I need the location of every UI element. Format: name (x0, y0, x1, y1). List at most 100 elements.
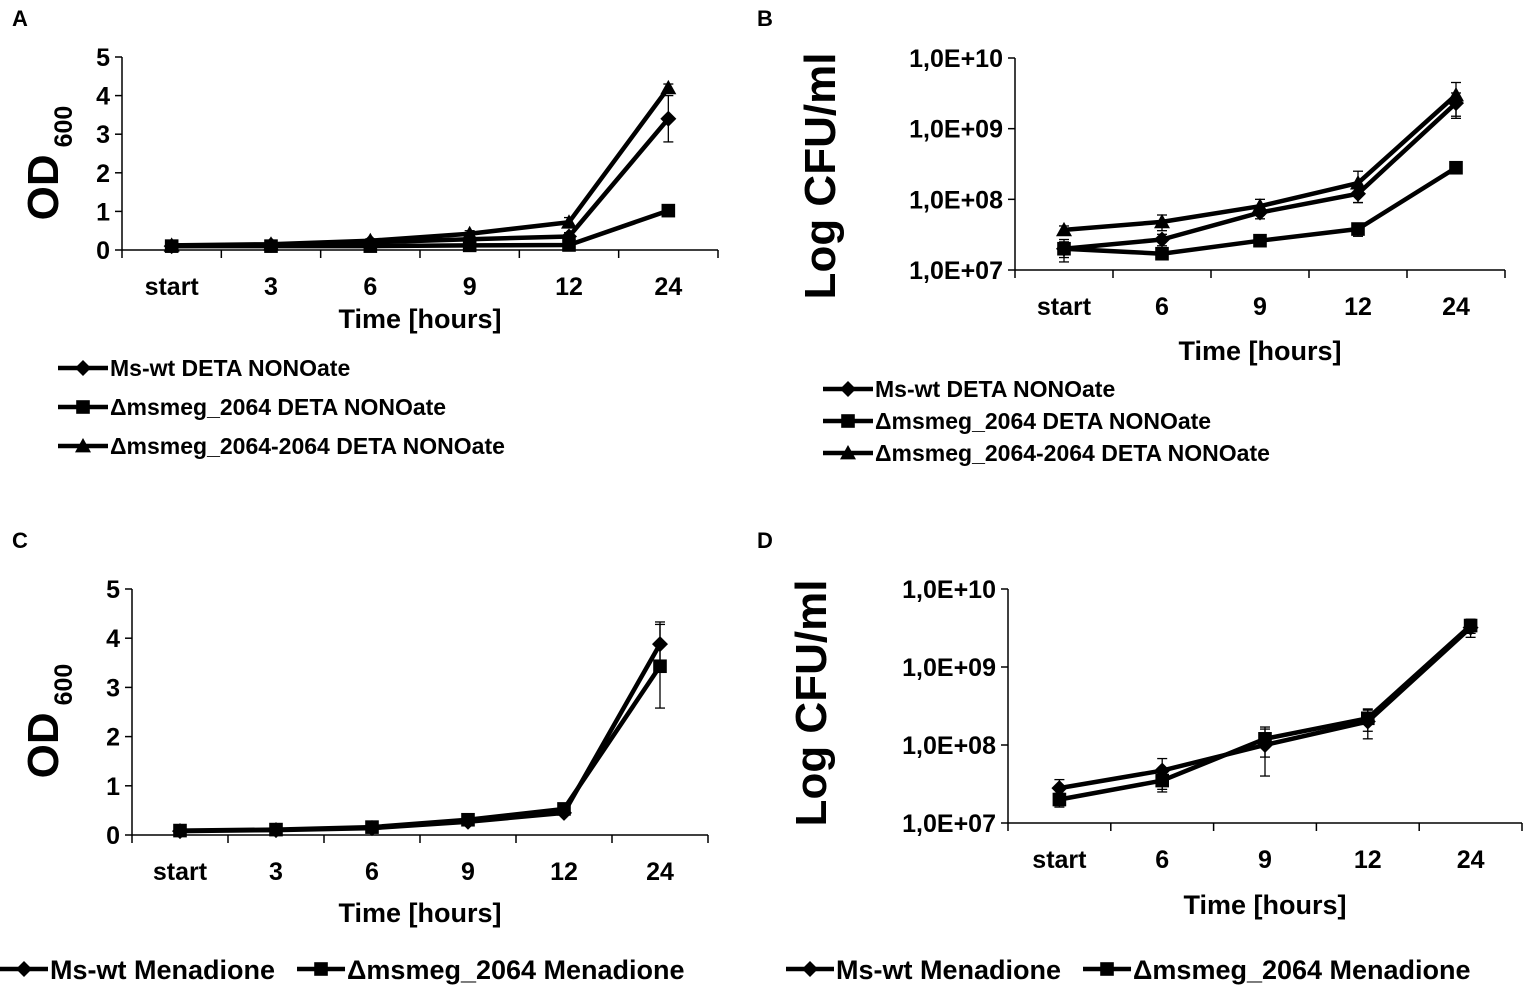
series-0 (172, 621, 668, 840)
series-line (179, 642, 662, 834)
y-tick-label: 3 (106, 674, 120, 702)
legend: Ms-wt DETA NONOate Δmsmeg_2064 DETA NONOa… (823, 376, 1270, 466)
y-tick-label: 4 (96, 83, 110, 111)
data-point (1052, 792, 1067, 807)
legend-marker (841, 414, 855, 428)
y-tick-label: 1,0E+07 (909, 257, 1003, 285)
data-point (1258, 732, 1272, 746)
x-tick-label: 24 (654, 273, 682, 301)
series-0 (1056, 92, 1464, 259)
y-tick-label: 5 (106, 576, 120, 604)
y-axis-title: Log CFU/ml (796, 53, 845, 300)
x-tick-label: 6 (1155, 846, 1169, 874)
legend-label: Ms-wt Menadione (50, 955, 275, 985)
series-line (179, 664, 662, 833)
x-tick-label: 3 (269, 858, 283, 886)
data-point (461, 812, 475, 827)
data-point (163, 237, 180, 252)
data-point (1463, 618, 1478, 633)
x-tick-label: start (1037, 293, 1092, 321)
legend-label: Ms-wt DETA NONOate (110, 355, 350, 381)
data-point (1361, 711, 1375, 726)
data-point (660, 110, 677, 127)
x-tick-label: 6 (363, 273, 377, 301)
data-point (1154, 231, 1170, 248)
series-1 (1057, 160, 1463, 263)
x-tick-label: 6 (365, 858, 379, 886)
series-line (171, 86, 671, 248)
data-point (461, 225, 478, 241)
data-point (1351, 222, 1365, 236)
legend-marker (314, 962, 328, 976)
y-axis-title: OD 600 (19, 106, 78, 221)
data-point (1448, 86, 1464, 102)
x-tick-label: 12 (1354, 846, 1382, 874)
panel-letter: A (12, 6, 28, 31)
y-tick-label: 1 (96, 198, 110, 226)
series-1 (1052, 618, 1478, 808)
y-tick-label: 4 (106, 625, 120, 653)
data-point (269, 822, 283, 837)
data-point (1154, 213, 1170, 229)
y-axis-title-main: Log CFU/ml (796, 53, 845, 300)
y-tick-label: 1,0E+10 (909, 45, 1003, 73)
panel-letter: D (757, 528, 773, 553)
y-axis-title-main: OD (19, 154, 68, 220)
data-point (263, 236, 279, 251)
x-tick-label: 24 (1442, 293, 1470, 321)
x-tick-label: 3 (264, 273, 278, 301)
data-point (1051, 780, 1068, 797)
data-point (362, 232, 379, 248)
y-tick-label: 1,0E+08 (909, 186, 1003, 214)
legend-label: Ms-wt Menadione (836, 955, 1061, 985)
x-tick-label: 6 (1155, 293, 1169, 321)
legend-label: Δmsmeg_2064-2064 DETA NONOate (110, 433, 505, 459)
x-tick-label: 9 (1253, 293, 1267, 321)
legend-label: Δmsmeg_2064 Menadione (1133, 955, 1471, 985)
panel-letter: B (757, 6, 773, 31)
data-point (660, 79, 677, 95)
y-axis-title-main: OD (19, 712, 68, 778)
legend-marker (840, 381, 856, 397)
chart-panel-b: B 1,0E+07 1,0E+08 1,0E+09 1,0E+10 start 6 9 12 24… (757, 6, 1506, 466)
y-tick-label: 1,0E+10 (902, 576, 996, 604)
data-point (1253, 233, 1267, 248)
y-tick-label: 1,0E+09 (909, 116, 1003, 144)
series-2 (1056, 81, 1464, 237)
y-tick-label: 2 (96, 160, 110, 188)
x-axis-title: Time [hours] (338, 898, 501, 928)
legend-marker (1100, 962, 1114, 976)
legend-label: Δmsmeg_2064 Menadione (347, 955, 685, 985)
x-tick-label: 12 (1344, 293, 1372, 321)
x-tick-label: 24 (1457, 846, 1485, 874)
y-tick-label: 1 (106, 773, 120, 801)
panel-letter: C (12, 528, 28, 553)
y-tick-label: 0 (96, 237, 110, 265)
x-tick-label: 12 (550, 858, 578, 886)
y-tick-label: 2 (106, 724, 120, 752)
y-axis-title-sub: 600 (50, 106, 78, 155)
data-point (1056, 221, 1072, 237)
series-0 (163, 94, 677, 255)
data-point (1350, 175, 1366, 190)
legend: Ms-wt Menadione Δmsmeg_2064 Menadione (786, 955, 1471, 985)
y-tick-label: 1,0E+09 (902, 654, 996, 682)
legend: Ms-wt DETA NONOate Δmsmeg_2064 DETA NONOa… (58, 355, 505, 459)
legend-marker (840, 445, 856, 460)
series-0 (1051, 619, 1479, 801)
x-axis-title: Time [hours] (1183, 890, 1346, 920)
legend-marker (802, 961, 818, 977)
y-tick-label: 5 (96, 44, 110, 72)
x-axis-title: Time [hours] (1178, 336, 1341, 366)
data-point (1057, 241, 1071, 256)
x-axis-title: Time [hours] (338, 304, 501, 334)
legend-label: Δmsmeg_2064 DETA NONOate (875, 408, 1211, 434)
chart-panel-d: D 1,0E+07 1,0E+08 1,0E+09 1,0E+10 start 6 9 12 24… (757, 528, 1523, 985)
legend-marker (76, 400, 90, 414)
y-axis-title-main: Log CFU/ml (787, 580, 836, 827)
y-tick-label: 1,0E+07 (902, 810, 996, 838)
legend-label: Δmsmeg_2064 DETA NONOate (110, 394, 446, 420)
